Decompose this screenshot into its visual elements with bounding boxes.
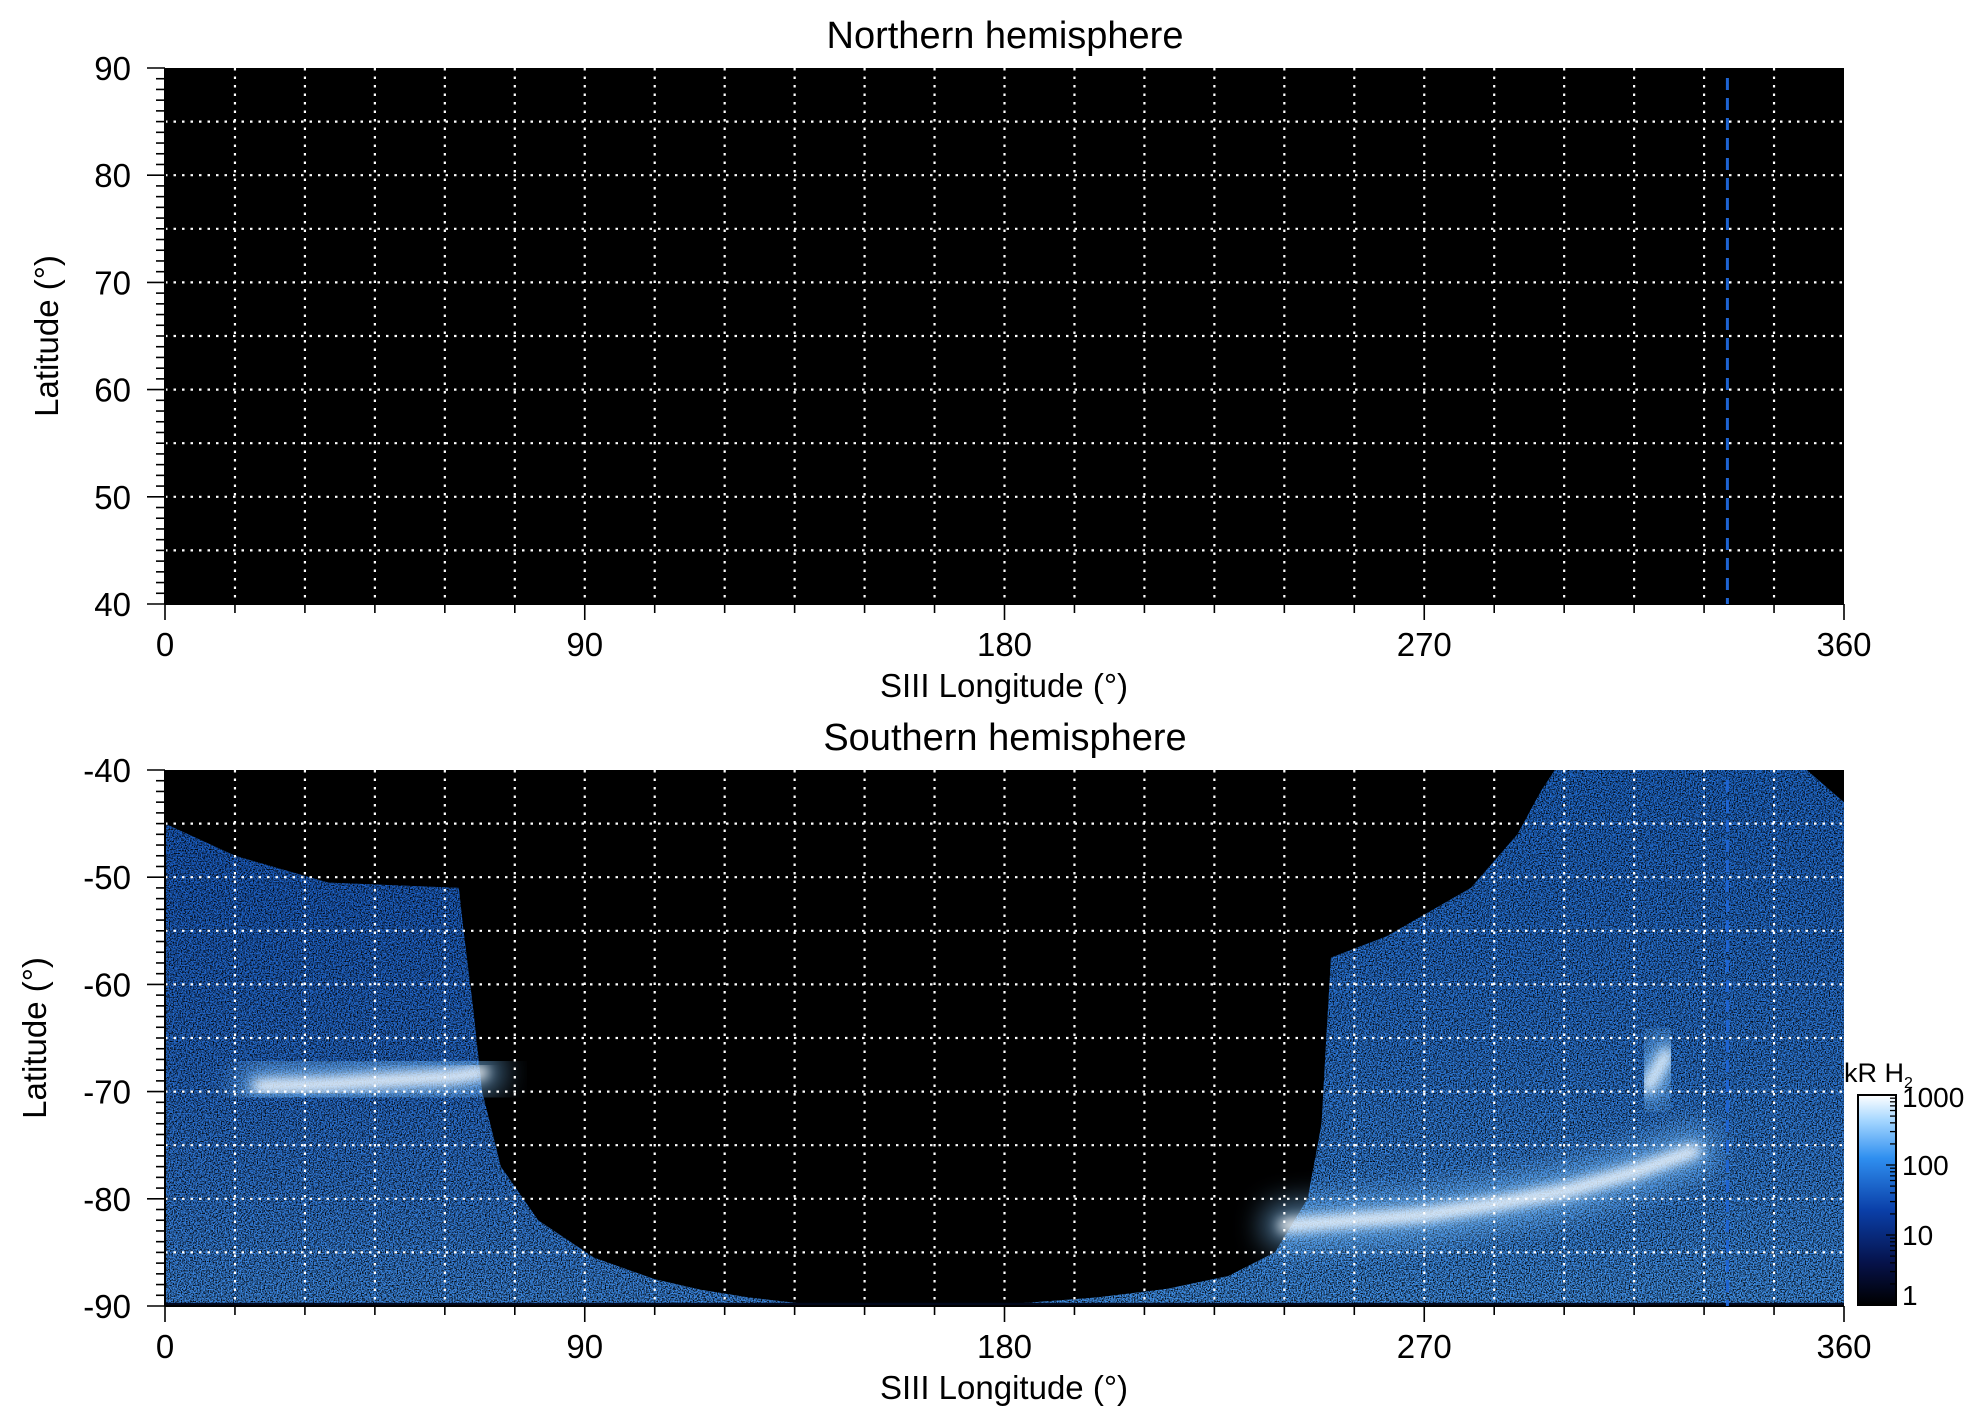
y-axis-label-south: Latitude (°) xyxy=(16,957,53,1119)
axis-ticks-south xyxy=(147,769,1845,1322)
x-tick-label: 180 xyxy=(977,1328,1032,1365)
pole-rim xyxy=(165,1302,1844,1306)
colorbar-ticks xyxy=(1886,1097,1896,1306)
y-tick-label: 40 xyxy=(94,586,131,623)
colorbar-tick-label: 1 xyxy=(1902,1280,1918,1311)
y-tick-label: -90 xyxy=(83,1288,131,1325)
emission-region-noise xyxy=(165,823,818,1306)
colorbar-title-subscript: 2 xyxy=(1904,1075,1913,1092)
y-tick-label: -40 xyxy=(83,752,131,789)
panel-southern-hemisphere: Southern hemisphere 0 90 180 270 360 -40… xyxy=(16,717,1872,1406)
x-tick-label: 90 xyxy=(566,626,603,663)
y-tick-label: -50 xyxy=(83,859,131,896)
x-tick-labels-north: 0 90 180 270 360 xyxy=(156,626,1872,663)
colorbar-title-main: kR H xyxy=(1844,1058,1904,1088)
colorbar: kR H2 1 10 100 1000 xyxy=(1844,1058,1964,1311)
colorbar-tick-labels: 1 10 100 1000 xyxy=(1902,1082,1964,1311)
chart-title-north: Northern hemisphere xyxy=(827,15,1184,57)
y-tick-label: 60 xyxy=(94,372,131,409)
colorbar-title: kR H2 xyxy=(1844,1058,1913,1092)
x-tick-label: 0 xyxy=(156,1328,174,1365)
plot-area-north xyxy=(165,68,1844,604)
colorbar-gradient xyxy=(1857,1094,1897,1306)
x-tick-label: 360 xyxy=(1816,1328,1871,1365)
x-axis-label-south: SIII Longitude (°) xyxy=(880,1369,1128,1406)
y-axis-label-north: Latitude (°) xyxy=(28,255,65,417)
y-tick-label: 70 xyxy=(94,264,131,301)
y-tick-label: 90 xyxy=(94,50,131,87)
x-tick-label: 270 xyxy=(1397,1328,1452,1365)
x-tick-label: 180 xyxy=(977,626,1032,663)
auroral-arc xyxy=(1642,1048,1673,1093)
chart-title-south: Southern hemisphere xyxy=(823,717,1186,759)
colorbar-tick-label: 100 xyxy=(1902,1150,1949,1181)
y-tick-label: -80 xyxy=(83,1181,131,1218)
x-tick-label: 90 xyxy=(566,1328,603,1365)
x-axis-label-north: SIII Longitude (°) xyxy=(880,667,1128,704)
y-tick-label: 80 xyxy=(94,157,131,194)
x-tick-labels-south: 0 90 180 270 360 xyxy=(156,1328,1872,1365)
y-tick-label: -60 xyxy=(83,966,131,1003)
x-tick-label: 270 xyxy=(1397,626,1452,663)
y-tick-labels-north: 40 50 60 70 80 90 xyxy=(94,50,131,623)
axis-ticks-north xyxy=(147,67,1845,620)
x-tick-label: 360 xyxy=(1816,626,1871,663)
colorbar-tick-label: 1000 xyxy=(1902,1082,1964,1113)
colorbar-tick-label: 10 xyxy=(1902,1220,1933,1251)
y-tick-labels-south: -40 -50 -60 -70 -80 -90 xyxy=(83,752,131,1325)
y-tick-label: -70 xyxy=(83,1074,131,1111)
x-tick-label: 0 xyxy=(156,626,174,663)
y-tick-label: 50 xyxy=(94,479,131,516)
panel-northern-hemisphere: Northern hemisphere 0 90 180 270 360 40 … xyxy=(28,15,1872,704)
